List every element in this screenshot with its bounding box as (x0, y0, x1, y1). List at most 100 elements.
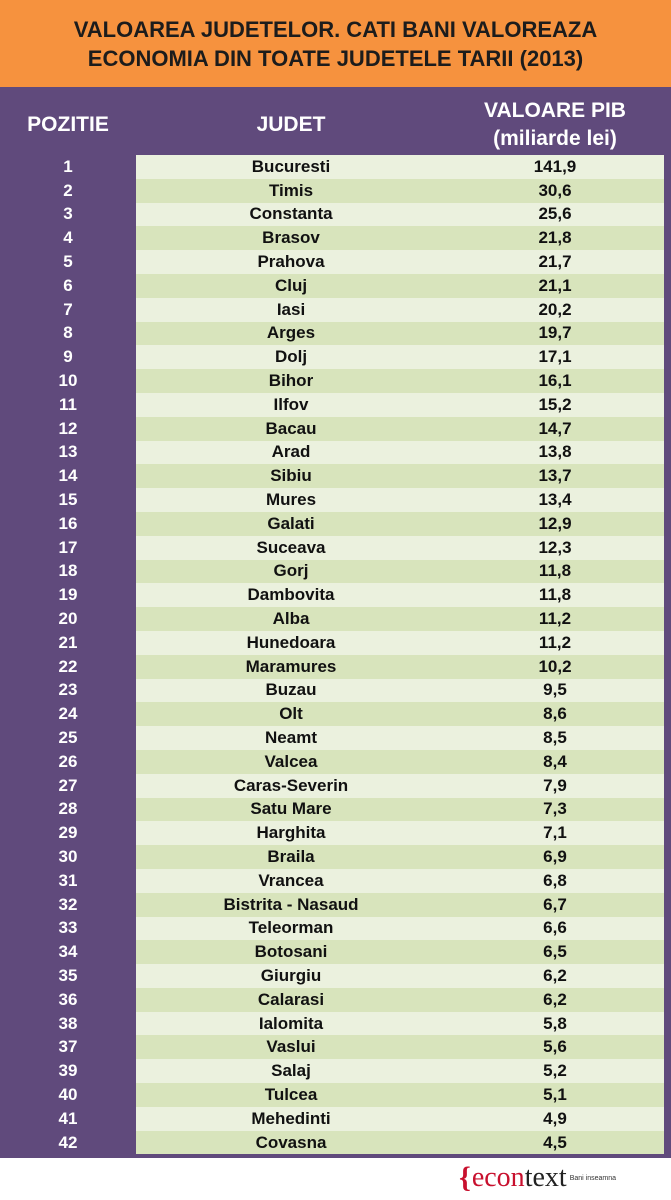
table-row: 29 Harghita 7,1 (0, 821, 671, 846)
row-edge (664, 345, 671, 370)
row-value: 6,5 (446, 940, 664, 965)
row-value: 7,1 (446, 821, 664, 846)
row-edge (664, 892, 671, 917)
row-edge (664, 773, 671, 798)
row-value: 8,5 (446, 726, 664, 750)
row-county: Cluj (136, 273, 446, 298)
row-position: 2 (63, 180, 73, 200)
row-value: 13,7 (446, 464, 664, 489)
row-county: Teleorman (136, 916, 446, 941)
row-value: 6,8 (446, 868, 664, 893)
table-row: 39 Salaj 5,2 (0, 1059, 671, 1084)
row-edge (664, 202, 671, 227)
row-position: 1 (63, 156, 73, 176)
row-value: 14,7 (446, 416, 664, 441)
table-row: 13 Arad 13,8 (0, 440, 671, 465)
logo-econ: econ (471, 1162, 525, 1193)
row-value: 30,6 (446, 178, 664, 203)
row-position: 41 (58, 1108, 78, 1128)
column-header-value-line-2: (miliarde lei) (493, 127, 617, 150)
row-value: 13,8 (446, 440, 664, 465)
column-header-county: JUDET (136, 95, 446, 155)
row-value: 15,2 (446, 392, 664, 417)
row-county: Mures (136, 488, 446, 512)
row-county: Tulcea (136, 1083, 446, 1107)
table-row: 35 Giurgiu 6,2 (0, 964, 671, 988)
row-value: 12,3 (446, 535, 664, 560)
row-position: 10 (58, 371, 78, 391)
row-edge (664, 868, 671, 893)
row-value: 141,9 (446, 155, 664, 179)
row-county: Sibiu (136, 464, 446, 489)
table-row: 28 Satu Mare 7,3 (0, 797, 671, 822)
row-position: 24 (58, 704, 78, 724)
table-row: 8 Arges 19,7 (0, 321, 671, 346)
table-row: 17 Suceava 12,3 (0, 535, 671, 560)
row-county: Botosani (136, 940, 446, 965)
row-position: 27 (58, 775, 78, 795)
row-edge (664, 845, 671, 869)
row-position: 17 (58, 537, 78, 557)
row-edge (664, 1106, 671, 1131)
table-row: 7 Iasi 20,2 (0, 297, 671, 322)
row-edge (664, 488, 671, 512)
row-edge (664, 821, 671, 846)
row-value: 8,6 (446, 702, 664, 727)
table-row: 1 Bucuresti 141,9 (0, 155, 671, 179)
econtext-logo: { econtext Bani inseamna (459, 1162, 616, 1194)
row-value: 4,9 (446, 1106, 664, 1131)
row-position: 37 (58, 1037, 78, 1057)
table-row: 24 Olt 8,6 (0, 702, 671, 727)
row-value: 5,6 (446, 1035, 664, 1060)
row-county: Satu Mare (136, 797, 446, 822)
row-position: 14 (58, 466, 78, 486)
table-row: 22 Maramures 10,2 (0, 654, 671, 679)
row-value: 21,8 (446, 226, 664, 251)
row-county: Arad (136, 440, 446, 465)
row-edge (664, 464, 671, 489)
row-position: 25 (58, 728, 78, 748)
data-table: 1 Bucuresti 141,9 2 Timis 30,6 3 Constanta 25,6 4… (0, 155, 671, 1155)
row-edge (664, 392, 671, 417)
row-position: 22 (58, 656, 78, 676)
table-row: 37 Vaslui 5,6 (0, 1035, 671, 1060)
row-value: 6,9 (446, 845, 664, 869)
row-county: Suceava (136, 535, 446, 560)
table-row: 11 Ilfov 15,2 (0, 392, 671, 417)
row-position: 3 (63, 204, 73, 224)
row-value: 6,2 (446, 987, 664, 1012)
row-value: 11,2 (446, 630, 664, 655)
row-position: 29 (58, 823, 78, 843)
row-position: 5 (63, 252, 73, 272)
title-line-1: VALOAREA JUDETELOR. CATI BANI VALOREAZA (73, 16, 598, 42)
row-county: Timis (136, 178, 446, 203)
row-value: 8,4 (446, 749, 664, 774)
row-edge (664, 226, 671, 251)
table-row: 30 Braila 6,9 (0, 845, 671, 869)
row-county: Calarasi (136, 987, 446, 1012)
row-value: 12,9 (446, 511, 664, 536)
row-position: 8 (63, 323, 73, 343)
row-edge (664, 607, 671, 631)
row-edge (664, 1035, 671, 1060)
title-line-2: ECONOMIA DIN TOATE JUDETELE TARII (2013) (87, 45, 584, 71)
row-position: 31 (58, 870, 78, 890)
row-edge (664, 630, 671, 655)
footer (0, 1158, 671, 1200)
row-position: 30 (58, 847, 78, 866)
table-row: 9 Dolj 17,1 (0, 345, 671, 370)
column-header-value: VALOARE PIB (miliarde lei) (446, 95, 664, 155)
row-county: Vrancea (136, 868, 446, 893)
row-county: Valcea (136, 749, 446, 774)
row-position: 42 (58, 1132, 78, 1152)
table-row: 41 Mehedinti 4,9 (0, 1106, 671, 1131)
row-value: 6,7 (446, 892, 664, 917)
row-county: Bucuresti (136, 155, 446, 179)
row-value: 17,1 (446, 345, 664, 370)
row-county: Mehedinti (136, 1106, 446, 1131)
row-position: 19 (58, 585, 78, 605)
column-header-value-line-1: VALOARE PIB (484, 99, 626, 122)
row-county: Caras-Severin (136, 773, 446, 798)
row-value: 7,3 (446, 797, 664, 822)
